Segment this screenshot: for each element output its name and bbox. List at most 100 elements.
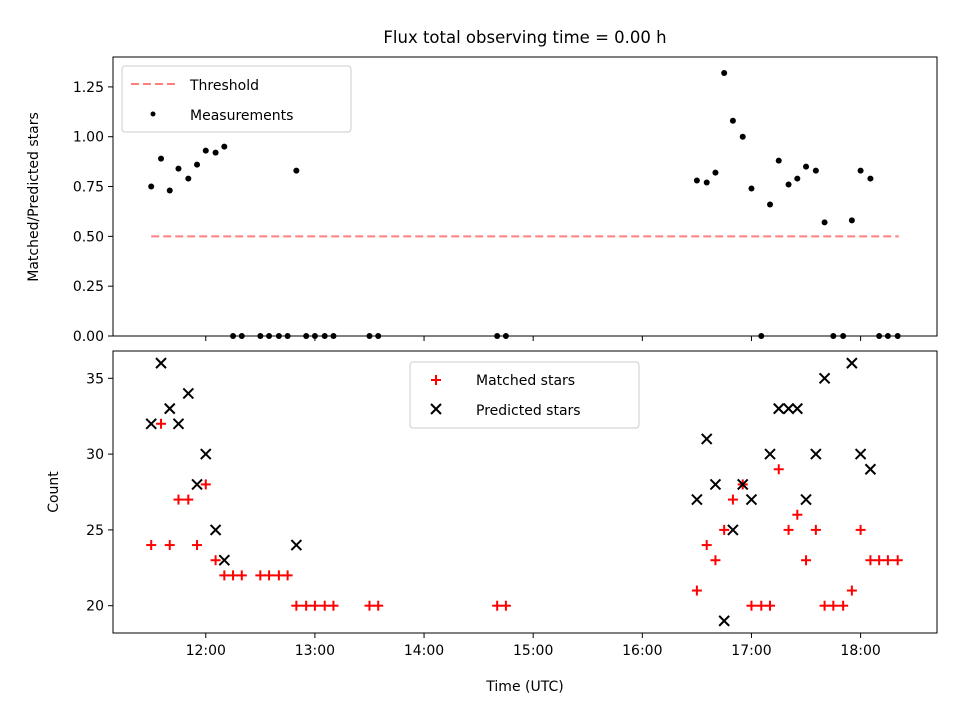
matched-star-point	[219, 570, 230, 581]
matched-star-point	[855, 524, 866, 535]
top-x-ticks	[205, 336, 862, 341]
matched-star-point	[727, 494, 738, 505]
bottom-legend: Matched stars Predicted stars	[409, 361, 640, 429]
matched-star-point	[783, 524, 794, 535]
predicted-star-point	[164, 402, 176, 415]
matched-star-point	[865, 555, 876, 566]
x-tick-label: 15:00	[513, 643, 553, 659]
predicted-star-point	[745, 493, 758, 506]
bottom-x-ticks: 12:00 13:00 14:00 15:00 16:00 17:00 18:00	[186, 633, 881, 659]
top-legend-box	[121, 65, 352, 133]
top-y-tick-label: 0.00	[73, 329, 104, 345]
matched-star-point	[819, 600, 830, 611]
top-y-axis-label: Matched/Predicted stars	[26, 112, 42, 282]
predicted-star-point	[854, 448, 867, 460]
matched-star-point	[173, 494, 184, 505]
measurement-point	[721, 69, 728, 76]
matched-star-point	[364, 600, 375, 611]
measurement-point	[785, 181, 792, 188]
measurement-point	[775, 157, 782, 164]
predicted-star-point	[200, 448, 212, 460]
predicted-star-point	[727, 524, 739, 536]
predicted-star-point	[818, 372, 831, 384]
measurement-point	[194, 161, 201, 168]
measurement-point	[158, 155, 165, 162]
measurements-legend-label: Measurements	[190, 108, 293, 124]
predicted-star-point	[209, 524, 222, 536]
matched-star-point	[373, 600, 384, 611]
measurement-point	[739, 133, 746, 140]
matched-star-point	[756, 600, 767, 611]
bottom-y-tick-label: 30	[86, 447, 104, 463]
measurement-point	[166, 187, 173, 194]
matched-star-point	[710, 555, 721, 566]
top-y-tick-label: 0.25	[73, 279, 104, 295]
matched-star-point	[874, 555, 885, 566]
measurement-point	[175, 165, 182, 172]
predicted-star-point	[773, 402, 785, 415]
matched-star-point	[765, 600, 776, 611]
bottom-y-axis-label: Count	[46, 471, 62, 513]
predicted-star-point	[155, 357, 167, 369]
top-y-tick-label: 1.00	[73, 130, 104, 146]
measurement-point	[848, 217, 855, 224]
measurement-point	[693, 177, 700, 184]
measurement-point	[703, 179, 710, 186]
measurement-point	[803, 163, 810, 170]
measurement-point	[857, 167, 864, 174]
predicted-star-point	[737, 478, 749, 491]
x-tick-label: 17:00	[731, 643, 771, 659]
matched-star-point	[264, 570, 275, 581]
matched-star-point	[183, 494, 194, 505]
matched-star-point	[192, 540, 203, 551]
measurement-point	[812, 167, 819, 174]
predicted-star-point	[764, 448, 776, 460]
matched-star-point	[801, 555, 812, 566]
matched-star-point	[846, 585, 857, 596]
predicted-star-point	[172, 418, 185, 430]
measurement-point	[202, 147, 209, 154]
predicted-star-point	[846, 357, 858, 369]
measurement-point	[767, 201, 774, 208]
predicted-star-point	[145, 418, 157, 430]
matched-star-point	[746, 600, 757, 611]
bottom-y-ticks: 20 25 30 35	[86, 371, 113, 615]
matched-star-point	[146, 540, 157, 551]
predicted-star-point	[810, 448, 822, 460]
bottom-x-axis-label: Time (UTC)	[485, 679, 563, 695]
top-y-ticks: 0.00 0.25 0.50 0.75 1.00 1.25	[73, 80, 113, 345]
top-y-tick-label: 0.50	[73, 229, 104, 245]
measurement-point	[221, 143, 228, 150]
predicted-star-point	[791, 402, 804, 415]
matched-star-point	[309, 600, 320, 611]
predicted-star-point	[709, 478, 722, 491]
matched-star-point	[810, 524, 821, 535]
predicted-star-point	[782, 402, 795, 415]
measurement-point	[729, 117, 736, 124]
predicted-stars-legend-swatch	[430, 403, 442, 415]
x-tick-label: 13:00	[295, 643, 335, 659]
matched-star-point	[792, 509, 803, 520]
predicted-star-point	[691, 493, 703, 506]
matched-star-point	[282, 570, 293, 581]
matched-star-point	[236, 570, 247, 581]
measurement-point	[185, 175, 192, 182]
predicted-star-point	[864, 463, 877, 475]
measurement-point	[821, 219, 828, 226]
top-legend: Threshold Measurements	[121, 65, 352, 133]
predicted-star-point	[218, 554, 231, 566]
top-panel: Flux total observing time = 0.00 h Match…	[26, 28, 938, 345]
measurements-legend-swatch	[150, 111, 156, 117]
bottom-legend-box	[409, 361, 640, 429]
measurement-point	[794, 175, 801, 182]
bottom-y-tick-label: 25	[86, 523, 104, 539]
matched-star-point	[291, 600, 302, 611]
bottom-plot-frame	[112, 350, 938, 634]
predicted-star-point	[191, 478, 203, 491]
matched-star-point	[210, 555, 221, 566]
matched-star-point	[301, 600, 312, 611]
predicted-star-point	[800, 493, 812, 506]
matched-star-point	[255, 570, 266, 581]
matched-star-point	[228, 570, 239, 581]
